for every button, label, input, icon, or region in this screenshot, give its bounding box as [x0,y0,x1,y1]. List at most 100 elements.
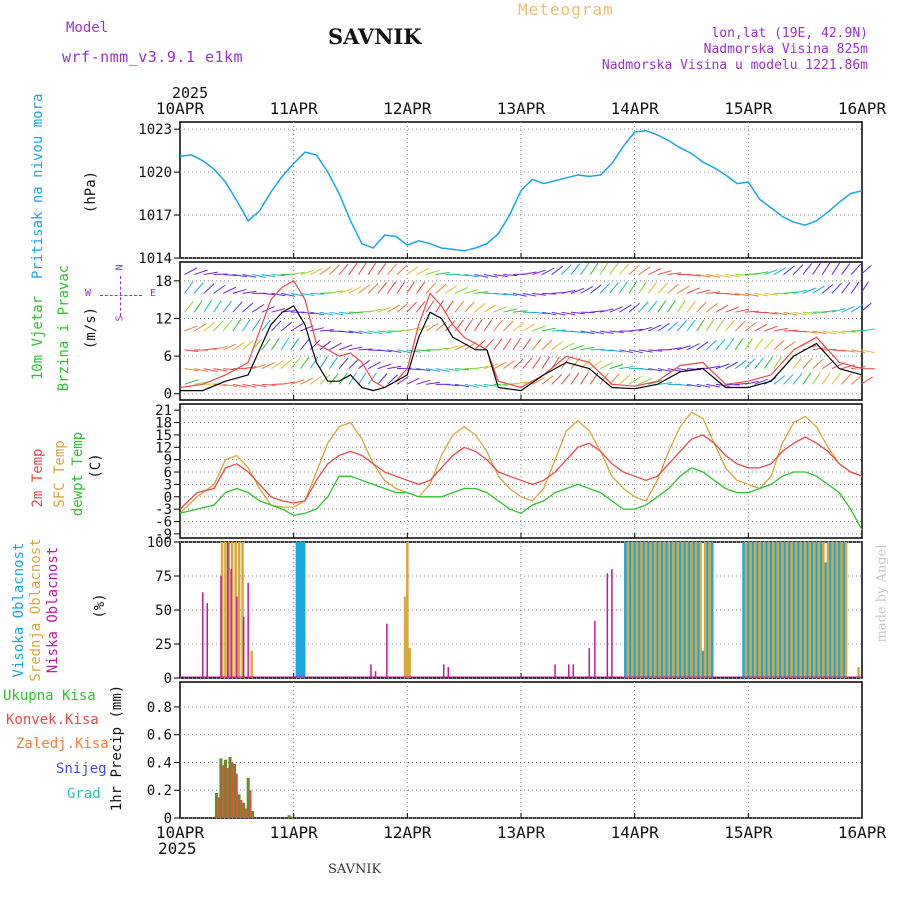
wind-arrow [686,319,696,332]
wind-arrow [445,285,458,294]
wind-arrow [686,274,701,277]
mid-cloud-bar [776,542,780,678]
wind-arrow [493,361,507,370]
temperature-ytick-label: 9 [164,453,172,469]
wind-arrow [397,329,412,332]
wind-arrow [194,269,208,276]
mid-cloud-bar [808,542,811,678]
wind-arrow [416,281,426,294]
mid-cloud-bar [699,542,702,678]
wind-arrow [512,358,524,369]
wind-arrow [377,363,392,370]
wind-arrow [193,323,207,332]
wind-arrow [667,347,682,351]
high-cloud-bar [760,542,764,678]
wind-arrow [860,302,872,313]
wind-arrow [367,262,377,275]
wind-arrow [541,339,553,351]
wind-arrow [773,356,783,369]
wind-arrow [860,281,869,294]
wind-arrow [338,344,353,351]
pressure-ytick-label: 1020 [138,165,172,181]
low-cloud-bar [594,620,596,678]
wind-arrow [532,325,546,332]
wind-arrow [542,292,557,295]
wind-arrow [512,310,528,313]
wind-arrow [618,374,631,385]
wind-arrow [290,357,301,369]
mid-cloud-bar [667,542,670,678]
wind-arrow [348,286,362,294]
wind-arrow [648,380,662,385]
wind-arrow [242,340,254,351]
wind-arrow [744,337,754,351]
wind-arrow [406,377,420,385]
wind-arrow [705,319,715,332]
wind-arrow [667,321,679,332]
wind-arrow [203,300,212,313]
wind-arrow [426,381,440,385]
wind-arrow [551,374,562,385]
wind-arrow [261,383,276,386]
wind-arrow [686,343,700,351]
wind-arrow [319,340,332,351]
wind-arrow [455,274,470,277]
wind-arrow [416,300,426,313]
total-rain-bar [289,816,293,818]
wind-arrow [280,337,290,351]
station-title: SAVNIK [328,24,422,49]
total-rain-bar [219,758,223,818]
high-cloud-bar [755,542,759,678]
mid-cloud-bar [835,542,839,678]
wind-arrow [367,361,381,370]
wind-arrow [696,341,709,351]
wind-arrow [416,349,431,352]
convective-rain-bar [222,765,225,818]
wind-arrow [860,376,873,385]
wind-arrow [715,274,730,278]
wind-arrow [512,292,527,297]
high-cloud-bar [660,542,664,678]
wind-arrow [609,349,624,353]
wind-arrow [744,322,757,332]
mid-cloud-bar [763,542,766,678]
mid-cloud-bar [231,542,234,678]
precip-ytick-label: 0.4 [147,755,172,771]
mid-cloud-bar [840,542,843,678]
wind-arrow [242,302,254,313]
wind-arrow [696,319,705,332]
wind-arrow [329,356,339,369]
cloud-ytick-label: 75 [155,569,172,585]
wind-arrow [425,269,440,276]
mid-cloud-bar [635,542,639,678]
high-cloud-bar [705,542,709,678]
wind-ytick-label: 6 [164,349,172,365]
wind-arrow [628,302,641,313]
compass-east: E [150,288,157,299]
wind-arrow [812,358,824,370]
wind-arrow [532,377,545,385]
wind-arrow [850,374,863,385]
wind-arrow [734,320,746,332]
wind-arrow [657,368,672,372]
temperature-ytick-label: 3 [164,477,172,493]
convective-rain-bar [244,808,247,818]
low-cloud-bar [554,664,556,678]
wind-arrow [367,283,379,294]
wind-arrow [851,349,865,354]
wind-arrow [841,281,851,294]
mid-cloud-bar [653,542,657,678]
mid-cloud-bar [772,542,775,678]
low-cloud-bar [247,582,249,678]
wind-arrow [589,262,599,275]
wind-arrow [570,311,585,315]
high-cloud-bar [637,542,641,678]
wind-arrow [184,325,198,332]
sfc-temp-line [179,411,863,514]
wind-arrow [348,311,363,314]
wind-arrow [387,365,402,370]
wind-arrow [677,285,690,294]
wind-arrow [474,302,486,313]
wind-arrow [290,338,300,351]
wind-arrow [503,308,518,313]
